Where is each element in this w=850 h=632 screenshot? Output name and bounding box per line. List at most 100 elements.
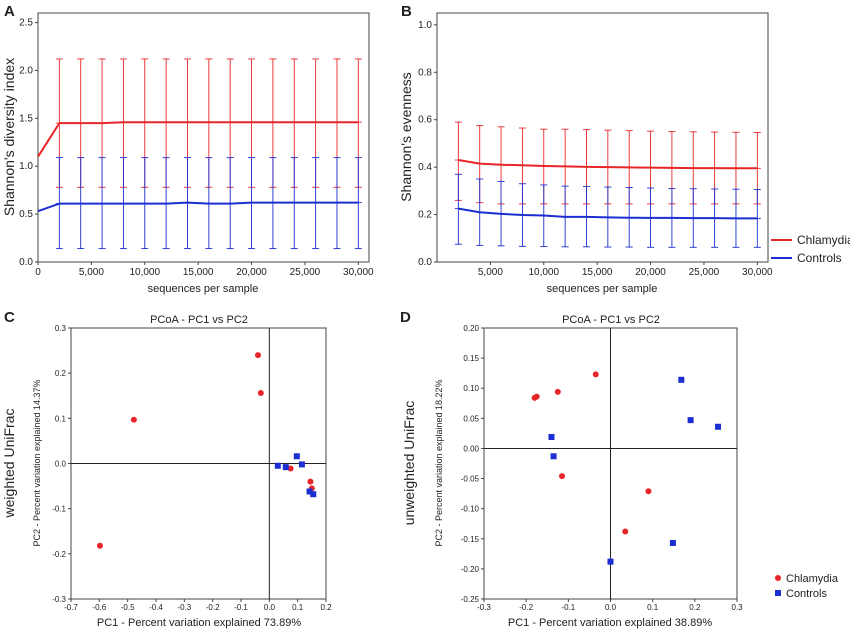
point-c-controls-3	[298, 461, 305, 468]
y-tick-label-c-1: -0.2	[52, 550, 66, 559]
y-tick-label-c-6: 0.3	[55, 324, 67, 333]
point-d-chlamydia-4	[592, 371, 599, 378]
y-tick-label-d-6: 0.05	[463, 414, 479, 423]
plot-title-d: PCoA - PC1 vs PC2	[562, 314, 660, 326]
x-tick-label-c-4: -0.3	[177, 603, 191, 612]
x-tick-label-b-5: 30,000	[742, 267, 773, 278]
panel-a: 0 5,000 10,000 15,000 20,000 25,000 30,000 0.0 0…	[1, 12, 374, 295]
y-tick-label-d-7: 0.10	[463, 384, 479, 393]
point-c-controls-5	[310, 491, 317, 498]
series-line-b-chlamydia	[458, 159, 758, 170]
y-tick-label-c-4: 0.1	[55, 414, 67, 423]
point-c-chlamydia-4	[287, 465, 294, 472]
plot-frame-b	[436, 12, 769, 263]
legend-bottom-label-chlamydia: Chlamydia	[786, 573, 839, 585]
series-line-a-controls	[37, 201, 359, 213]
point-d-controls-1	[550, 453, 557, 460]
x-axis-label-d: PC1 - Percent variation explained 38.89%	[508, 617, 712, 629]
x-tick-label-c-1: -0.6	[92, 603, 106, 612]
x-tick-label-a-4: 20,000	[236, 267, 267, 278]
y-tick-label-a-1: 0.5	[19, 209, 33, 220]
y-tick-label-b-3: 0.6	[418, 115, 432, 126]
point-c-controls-0	[274, 462, 281, 469]
x-axis-label-a: sequences per sample	[148, 283, 259, 295]
point-c-controls-2	[293, 453, 300, 460]
series-line-a-chlamydia	[37, 121, 359, 158]
point-d-chlamydia-1	[533, 393, 540, 400]
x-tick-label-d-6: 0.3	[731, 603, 743, 612]
point-d-chlamydia-6	[645, 488, 652, 495]
y-tick-label-a-0: 0.0	[19, 257, 33, 268]
point-c-chlamydia-5	[307, 478, 314, 485]
panel-d: PCoA - PC1 vs PC2 -0.3 -0.2 -0.1 0.0 0.1 0.2 0…	[401, 314, 743, 629]
x-tick-label-b-4: 25,000	[689, 267, 720, 278]
x-tick-label-c-7: 0.0	[264, 603, 276, 612]
series-line-b-controls	[458, 207, 758, 220]
plot-frame-a	[37, 12, 370, 263]
y-tick-label-a-2: 1.0	[19, 161, 33, 172]
panel-label-a: A	[4, 3, 15, 20]
x-tick-label-a-3: 15,000	[183, 267, 214, 278]
point-d-controls-3	[669, 539, 676, 546]
y-axis-label-d: PC2 - Percent variation explained 18.22%	[434, 379, 444, 546]
y-tick-label-b-1: 0.2	[418, 210, 432, 221]
legend-top: Chlamydia Controls	[771, 233, 850, 265]
x-tick-label-a-6: 30,000	[343, 267, 374, 278]
x-axis-label-c: PC1 - Percent variation explained 73.89%	[97, 617, 301, 629]
side-label-c: weighted UniFrac	[1, 409, 17, 519]
y-tick-label-d-9: 0.20	[463, 324, 479, 333]
y-tick-label-d-3: -0.10	[461, 505, 480, 514]
x-tick-label-b-2: 15,000	[582, 267, 613, 278]
x-tick-label-c-6: -0.1	[234, 603, 248, 612]
point-c-controls-4	[306, 488, 313, 495]
x-tick-label-c-3: -0.4	[149, 603, 163, 612]
y-tick-label-d-2: -0.15	[461, 535, 480, 544]
x-tick-label-d-1: -0.2	[519, 603, 533, 612]
y-tick-label-b-5: 1.0	[418, 20, 432, 31]
x-tick-label-a-2: 10,000	[129, 267, 160, 278]
y-tick-label-c-0: -0.3	[52, 595, 66, 604]
point-c-chlamydia-3	[257, 390, 264, 397]
point-d-chlamydia-2	[554, 388, 561, 395]
y-tick-label-b-4: 0.8	[418, 67, 432, 78]
x-tick-label-c-8: 0.1	[292, 603, 304, 612]
x-tick-label-c-0: -0.7	[64, 603, 78, 612]
x-tick-label-b-1: 10,000	[528, 267, 559, 278]
y-axis-label-b: Shannon's evenness	[398, 72, 414, 202]
y-tick-label-c-5: 0.2	[55, 369, 67, 378]
legend-top-label-controls: Controls	[797, 251, 842, 265]
y-tick-label-c-3: 0.0	[55, 460, 67, 469]
panel-label-c: C	[4, 309, 15, 326]
x-tick-label-a-5: 25,000	[290, 267, 321, 278]
x-tick-label-c-5: -0.2	[206, 603, 220, 612]
y-tick-label-a-4: 2.0	[19, 65, 33, 76]
plot-title-c: PCoA - PC1 vs PC2	[150, 314, 248, 326]
point-d-controls-2	[607, 558, 614, 565]
y-tick-label-a-3: 1.5	[19, 113, 33, 124]
x-tick-label-c-2: -0.5	[121, 603, 135, 612]
point-c-chlamydia-0	[96, 542, 103, 549]
y-tick-label-d-0: -0.25	[461, 595, 480, 604]
legend-bottom-marker-controls	[775, 590, 781, 596]
y-tick-label-c-2: -0.1	[52, 505, 66, 514]
y-tick-label-d-4: -0.05	[461, 475, 480, 484]
x-tick-label-b-0: 5,000	[478, 267, 503, 278]
legend-bottom: Chlamydia Controls	[775, 573, 839, 600]
panel-b: 5,000 10,000 15,000 20,000 25,000 30,000 0.0 0.…	[398, 12, 773, 295]
point-c-chlamydia-1	[130, 416, 137, 423]
point-d-controls-4	[678, 376, 685, 383]
point-d-controls-0	[548, 434, 555, 441]
legend-bottom-marker-chlamydia	[775, 575, 781, 581]
point-c-controls-1	[282, 464, 289, 471]
point-d-chlamydia-3	[559, 473, 566, 480]
point-d-chlamydia-5	[622, 528, 629, 535]
panel-label-d: D	[400, 309, 411, 326]
point-d-controls-5	[687, 417, 694, 424]
x-tick-label-d-4: 0.1	[647, 603, 659, 612]
point-c-chlamydia-2	[255, 352, 261, 359]
x-tick-label-d-3: 0.0	[605, 603, 617, 612]
x-axis-label-b: sequences per sample	[547, 283, 658, 295]
side-label-d: unweighted UniFrac	[401, 401, 417, 526]
